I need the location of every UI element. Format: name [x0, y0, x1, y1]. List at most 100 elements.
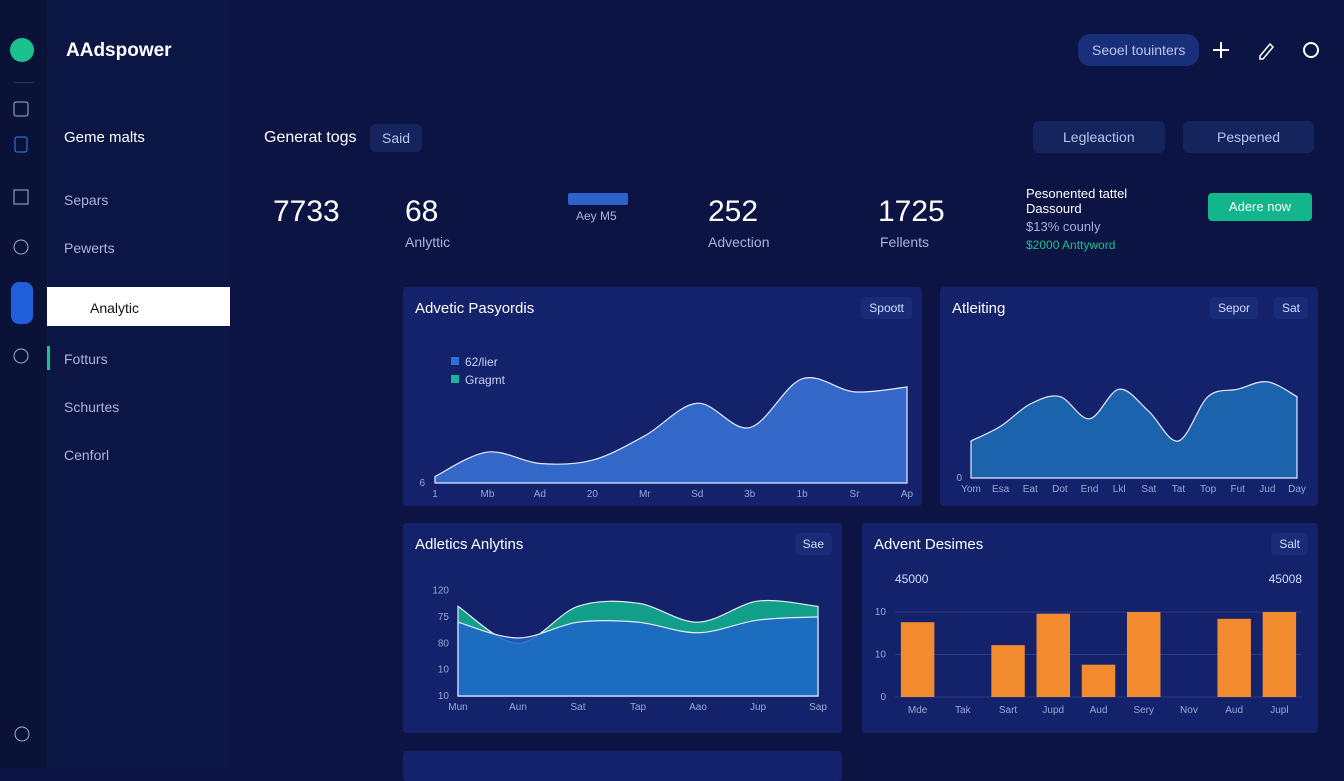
- filter[interactable]: Legleaction: [1033, 121, 1165, 153]
- annotation: 45000: [895, 572, 929, 586]
- promo-button[interactable]: Adere now: [1208, 193, 1312, 221]
- x-tick-label: Mr: [639, 489, 651, 500]
- y-tick-label: 0: [880, 692, 886, 703]
- chart-title: Advetic Pasyordis: [415, 300, 535, 317]
- chart-panel: Adletics Anlytins Sae 10 10 80 75 120 Mun Aun Sat…: [403, 523, 842, 733]
- brand: AAdspower: [66, 40, 172, 61]
- x-tick-label: Ad: [534, 489, 546, 500]
- chart-control[interactable]: Sat: [1273, 297, 1308, 319]
- logout-icon[interactable]: [14, 726, 30, 742]
- x-tick-label: Jupl: [1270, 705, 1288, 716]
- icon-rail: [0, 0, 47, 768]
- chart-title: Advent Desimes: [874, 536, 984, 553]
- x-tick-label: Sat: [570, 702, 585, 713]
- add-icon[interactable]: [1213, 42, 1229, 58]
- x-tick-label: Mde: [908, 705, 928, 716]
- x-tick-label: Aud: [1225, 705, 1243, 716]
- x-tick-label: Eat: [1023, 484, 1038, 495]
- x-tick-label: Esa: [992, 484, 1010, 495]
- stat-badge: Aey M5: [576, 209, 617, 223]
- bar: [1036, 613, 1071, 697]
- chart-title: Atleiting: [952, 300, 1006, 317]
- y-tick-label: 10: [875, 650, 887, 661]
- bar: [991, 645, 1025, 697]
- divider: [14, 82, 34, 83]
- stat-value: 252: [708, 195, 759, 228]
- chart: 10 10 80 75 120 Mun Aun Sat Tap Aao Jup Sap: [432, 586, 827, 713]
- x-tick-label: Sap: [809, 702, 827, 713]
- chart-control[interactable]: Sepor: [1209, 297, 1258, 319]
- nav-item[interactable]: Analytic: [90, 300, 140, 316]
- x-tick-label: Tak: [955, 705, 972, 716]
- x-tick-label: Aao: [689, 702, 707, 713]
- x-tick-label: Sd: [691, 489, 703, 500]
- x-tick-label: Yom: [961, 484, 981, 495]
- x-tick-label: 20: [587, 489, 599, 500]
- select[interactable]: Said: [370, 124, 423, 152]
- nav-item[interactable]: Fotturs: [64, 351, 108, 367]
- stat-label: Anlyttic: [405, 234, 451, 250]
- chart-control[interactable]: Sae: [794, 533, 832, 555]
- y-tick-label: 10: [438, 691, 450, 702]
- y-tick-label: 10: [875, 607, 887, 618]
- nav-item[interactable]: Cenforl: [64, 447, 110, 463]
- x-tick-label: Day: [1288, 484, 1306, 495]
- chart: 0 10 10 45000 45008 Mde Tak Sart Jupd Aud Sery Nov A…: [875, 572, 1302, 716]
- stat-value: 7733: [273, 195, 340, 228]
- promo-line: $13% counly: [1026, 219, 1101, 234]
- x-tick-label: Mb: [480, 489, 494, 500]
- x-tick-label: Sery: [1133, 705, 1154, 716]
- promo-title: Pesonented tattel Dassourd: [1026, 186, 1128, 216]
- area: [457, 616, 819, 697]
- chart-control[interactable]: Spoott: [861, 297, 912, 319]
- nav-item[interactable]: Schurtes: [64, 399, 120, 415]
- x-tick-label: Lkl: [1113, 484, 1126, 495]
- chart-panel: Advent Desimes Salt 0 10 10 45000 45008 Mde Tak S…: [862, 523, 1318, 733]
- rail-icons: [10, 38, 34, 742]
- nav-item[interactable]: Separs: [64, 192, 109, 208]
- store-icon[interactable]: [13, 189, 29, 205]
- filter[interactable]: Pespened: [1183, 121, 1315, 153]
- doc-icon[interactable]: [14, 136, 28, 153]
- chart-title: Adletics Anlytins: [415, 536, 524, 553]
- active-rail-item[interactable]: [11, 282, 33, 324]
- x-tick-label: Aud: [1090, 705, 1108, 716]
- nav-title: Geme malts: [64, 129, 145, 146]
- x-tick-label: Sart: [999, 705, 1018, 716]
- legend-label: 62/lier: [465, 355, 498, 369]
- power-icon[interactable]: [13, 239, 29, 255]
- x-tick-label: 3b: [744, 489, 756, 500]
- chart-panel: Atleiting Sat Sepor 0 Yom Esa Eat Dot End Lkl Sat T…: [940, 287, 1318, 506]
- x-tick-label: Ap: [901, 489, 914, 500]
- stat-label: Fellents: [880, 234, 930, 250]
- legend-swatch: [451, 357, 459, 365]
- clock-icon[interactable]: [13, 348, 29, 364]
- bar: [1126, 612, 1161, 697]
- edit-icon[interactable]: [1259, 42, 1275, 60]
- x-tick-label: Fut: [1231, 484, 1246, 495]
- nav-marker: [47, 346, 50, 370]
- x-tick-label: Dot: [1052, 484, 1068, 495]
- nav-panel: [47, 0, 230, 768]
- x-tick-label: 1: [432, 489, 438, 500]
- search[interactable]: Seoel touinters: [1078, 34, 1200, 66]
- x-tick-label: Sr: [850, 489, 861, 500]
- settings-icon[interactable]: [1303, 42, 1319, 58]
- chart-panel: Advetic Pasyordis Spoott 6 62/lier Gragmt 1 Mb…: [403, 287, 922, 506]
- legend-swatch: [451, 375, 459, 383]
- badge-icons: [568, 193, 628, 205]
- chart-control[interactable]: Salt: [1271, 533, 1308, 555]
- home-icon[interactable]: [13, 101, 29, 117]
- x-tick-label: 1b: [797, 489, 809, 500]
- bar: [1217, 618, 1251, 697]
- toolbar-title: Generat togs: [264, 129, 357, 146]
- y-tick-label: 120: [432, 586, 449, 597]
- x-tick-label: Jud: [1259, 484, 1275, 495]
- promo-line: $2000 Anttyword: [1026, 238, 1116, 252]
- x-tick-label: Tat: [1172, 484, 1186, 495]
- y-tick-label: 75: [438, 612, 450, 623]
- logo: [10, 38, 34, 62]
- nav-item[interactable]: Pewerts: [64, 240, 115, 256]
- x-tick-label: Tap: [630, 702, 647, 713]
